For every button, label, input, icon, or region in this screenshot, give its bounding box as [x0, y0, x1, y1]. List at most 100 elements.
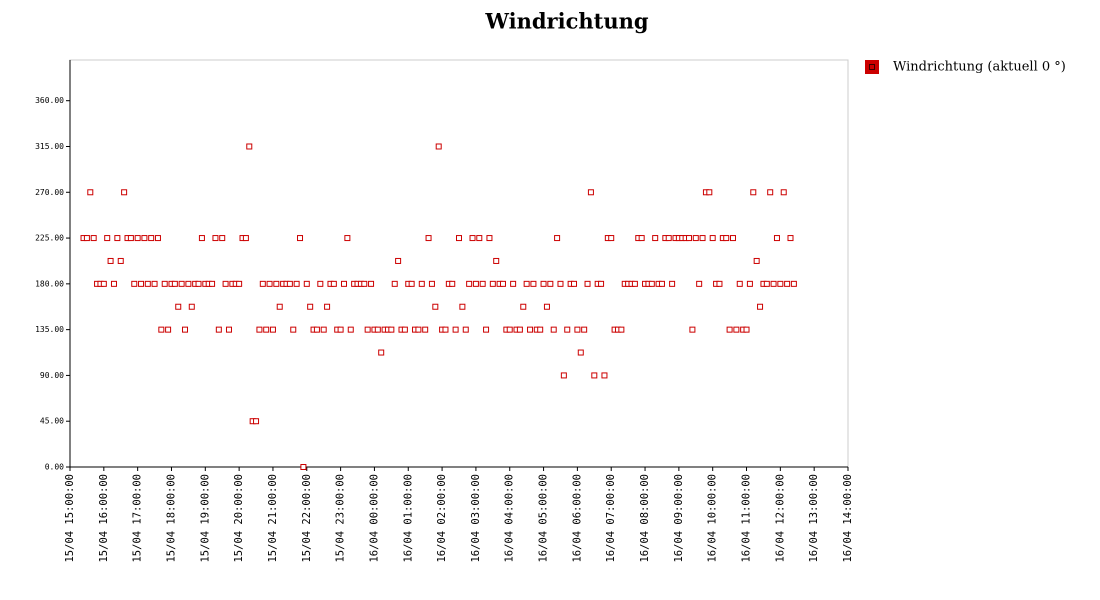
point: [388, 326, 395, 333]
x-tick-label: 16/04 04:00:00: [504, 474, 516, 563]
point: [449, 280, 456, 287]
point: [286, 280, 293, 287]
x-tick-label: 15/04 20:00:00: [233, 474, 245, 563]
point: [209, 280, 216, 287]
y-tick-label: 225.00: [35, 234, 64, 243]
point: [706, 189, 713, 196]
y-tick-label: 135.00: [35, 325, 64, 334]
point: [543, 303, 550, 310]
point: [493, 257, 500, 264]
point: [117, 257, 124, 264]
point: [547, 280, 554, 287]
point: [723, 235, 730, 242]
point: [300, 464, 307, 470]
point: [154, 235, 161, 242]
point: [767, 189, 774, 196]
x-tick-label: 16/04 05:00:00: [538, 474, 550, 563]
point: [780, 189, 787, 196]
point: [574, 326, 581, 333]
point: [571, 280, 578, 287]
point: [746, 280, 753, 287]
point: [763, 280, 770, 287]
point: [669, 280, 676, 287]
point: [472, 280, 479, 287]
point: [195, 280, 202, 287]
legend-label: Windrichtung (aktuell 0 °): [893, 60, 1066, 75]
point: [773, 235, 780, 242]
point: [293, 280, 300, 287]
point: [256, 326, 263, 333]
point: [165, 326, 172, 333]
point: [171, 280, 178, 287]
point: [665, 235, 672, 242]
point: [161, 280, 168, 287]
point: [276, 303, 283, 310]
point: [537, 326, 544, 333]
point: [520, 303, 527, 310]
point: [297, 235, 304, 242]
point: [652, 235, 659, 242]
point: [418, 280, 425, 287]
x-tick-label: 16/04 07:00:00: [605, 474, 617, 563]
point: [743, 326, 750, 333]
point: [188, 303, 195, 310]
point: [479, 280, 486, 287]
point: [584, 280, 591, 287]
point: [581, 326, 588, 333]
point: [273, 280, 280, 287]
point: [716, 280, 723, 287]
point: [303, 280, 310, 287]
point: [435, 143, 442, 150]
point: [368, 280, 375, 287]
x-tick-label: 16/04 06:00:00: [571, 474, 583, 563]
point: [428, 280, 435, 287]
x-tick-label: 15/04 23:00:00: [335, 474, 347, 563]
point: [540, 280, 547, 287]
point: [530, 280, 537, 287]
point: [110, 280, 117, 287]
point: [337, 326, 344, 333]
x-tick-label: 16/04 09:00:00: [673, 474, 685, 563]
point: [686, 235, 693, 242]
point: [442, 326, 449, 333]
point: [790, 280, 797, 287]
x-tick-label: 16/04 00:00:00: [368, 474, 380, 563]
point: [87, 189, 94, 196]
point: [483, 326, 490, 333]
point: [107, 257, 114, 264]
point: [587, 189, 594, 196]
point: [692, 235, 699, 242]
x-tick-label: 16/04 02:00:00: [436, 474, 448, 563]
point: [391, 280, 398, 287]
x-tick-label: 15/04 16:00:00: [98, 474, 110, 563]
point: [425, 235, 432, 242]
x-tick-label: 15/04 17:00:00: [132, 474, 144, 563]
point: [212, 235, 219, 242]
point: [144, 280, 151, 287]
point: [127, 235, 134, 242]
x-tick-label: 16/04 01:00:00: [402, 474, 414, 563]
point: [408, 280, 415, 287]
point: [307, 303, 314, 310]
y-tick-label: 270.00: [35, 188, 64, 197]
point: [131, 280, 138, 287]
point: [560, 372, 567, 379]
point: [777, 280, 784, 287]
point: [506, 326, 513, 333]
point: [489, 280, 496, 287]
point: [219, 235, 226, 242]
point: [242, 235, 249, 242]
point: [638, 235, 645, 242]
point: [114, 235, 121, 242]
x-tick-label: 16/04 03:00:00: [470, 474, 482, 563]
plot-frame: [69, 59, 849, 468]
point: [83, 235, 90, 242]
point: [510, 280, 517, 287]
point: [631, 280, 638, 287]
x-tick-label: 16/04 10:00:00: [707, 474, 719, 563]
point: [598, 280, 605, 287]
point: [557, 280, 564, 287]
point: [182, 326, 189, 333]
x-tick-label: 15/04 19:00:00: [199, 474, 211, 563]
x-tick-label: 15/04 18:00:00: [165, 474, 177, 563]
